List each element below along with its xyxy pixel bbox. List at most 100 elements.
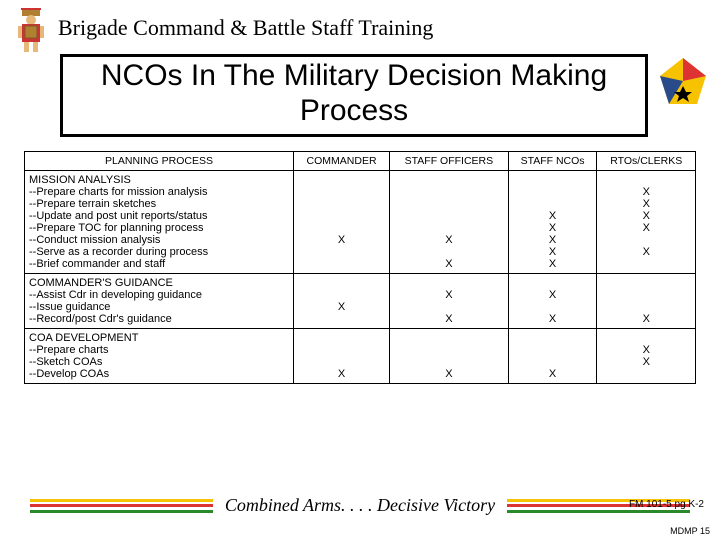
- table-row: COMMANDER'S GUIDANCE--Assist Cdr in deve…: [25, 274, 696, 329]
- section-title: COMMANDER'S GUIDANCE: [29, 277, 289, 289]
- mark-value: [394, 356, 504, 368]
- mark-spacer: [601, 174, 691, 186]
- mark-value: X: [298, 234, 385, 246]
- mark-cell: X: [508, 329, 597, 384]
- footer-band: Combined Arms. . . . Decisive Victory: [30, 495, 690, 516]
- page-number: MDMP 15: [670, 526, 710, 536]
- mark-value: X: [513, 222, 593, 234]
- section-line: --Serve as a recorder during process: [29, 246, 289, 258]
- mark-value: [394, 186, 504, 198]
- unit-crest-icon: [658, 56, 708, 106]
- mark-spacer: [298, 332, 385, 344]
- mark-value: X: [601, 246, 691, 258]
- section-line: --Issue guidance: [29, 301, 289, 313]
- mark-cell: XXXX X: [597, 171, 696, 274]
- mark-value: [298, 198, 385, 210]
- mark-value: X: [601, 356, 691, 368]
- mark-value: X: [601, 198, 691, 210]
- mark-value: X: [601, 222, 691, 234]
- mark-value: [394, 198, 504, 210]
- mark-cell: X: [294, 274, 390, 329]
- footer-motto: Combined Arms. . . . Decisive Victory: [213, 495, 507, 516]
- mark-spacer: [601, 277, 691, 289]
- section-line: --Conduct mission analysis: [29, 234, 289, 246]
- mark-spacer: [513, 174, 593, 186]
- mark-value: [394, 301, 504, 313]
- mark-value: [601, 234, 691, 246]
- mark-value: [513, 301, 593, 313]
- mark-spacer: [513, 332, 593, 344]
- section-title: COA DEVELOPMENT: [29, 332, 289, 344]
- mark-value: [513, 186, 593, 198]
- mark-spacer: [298, 174, 385, 186]
- soldier-icon: [10, 4, 52, 52]
- mark-value: [298, 356, 385, 368]
- mark-cell: X X: [508, 274, 597, 329]
- mark-value: [298, 344, 385, 356]
- mark-value: [394, 210, 504, 222]
- mark-value: [298, 258, 385, 270]
- mark-value: X: [298, 368, 385, 380]
- mark-cell: X: [597, 274, 696, 329]
- mark-value: [298, 186, 385, 198]
- section-line: --Prepare charts: [29, 344, 289, 356]
- mark-value: X: [513, 234, 593, 246]
- mark-value: X: [601, 313, 691, 325]
- mark-spacer: [394, 332, 504, 344]
- mark-value: [394, 344, 504, 356]
- section-line: --Update and post unit reports/status: [29, 210, 289, 222]
- table-col-header: RTOs/CLERKS: [597, 152, 696, 171]
- mark-value: [394, 222, 504, 234]
- mark-cell: XXXXX: [508, 171, 597, 274]
- mark-value: X: [394, 289, 504, 301]
- section-line: --Prepare terrain sketches: [29, 198, 289, 210]
- planning-cell: COMMANDER'S GUIDANCE--Assist Cdr in deve…: [25, 274, 294, 329]
- mark-value: X: [298, 301, 385, 313]
- mark-value: X: [513, 258, 593, 270]
- table-col-header: PLANNING PROCESS: [25, 152, 294, 171]
- section-line: --Sketch COAs: [29, 356, 289, 368]
- planning-table: PLANNING PROCESSCOMMANDERSTAFF OFFICERSS…: [24, 151, 696, 384]
- mark-value: X: [513, 246, 593, 258]
- mark-cell: X X: [390, 171, 509, 274]
- mark-value: X: [394, 234, 504, 246]
- mark-cell: X: [294, 329, 390, 384]
- slide-title-box: NCOs In The Military Decision Making Pro…: [60, 54, 648, 137]
- stripes-left: [30, 499, 213, 513]
- mark-value: X: [601, 186, 691, 198]
- section-line: --Develop COAs: [29, 368, 289, 380]
- mark-value: [601, 368, 691, 380]
- table-col-header: STAFF OFFICERS: [390, 152, 509, 171]
- mark-value: [601, 289, 691, 301]
- section-title: MISSION ANALYSIS: [29, 174, 289, 186]
- table-col-header: STAFF NCOs: [508, 152, 597, 171]
- mark-value: [513, 198, 593, 210]
- mark-value: [298, 210, 385, 222]
- mark-cell: X: [390, 329, 509, 384]
- table-row: MISSION ANALYSIS--Prepare charts for mis…: [25, 171, 696, 274]
- mark-value: X: [601, 210, 691, 222]
- mark-value: X: [513, 313, 593, 325]
- mark-value: [298, 289, 385, 301]
- mark-cell: X: [294, 171, 390, 274]
- mark-value: X: [513, 289, 593, 301]
- mark-cell: XX: [597, 329, 696, 384]
- table-row: COA DEVELOPMENT--Prepare charts--Sketch …: [25, 329, 696, 384]
- section-line: --Record/post Cdr's guidance: [29, 313, 289, 325]
- mark-value: X: [513, 368, 593, 380]
- section-line: --Prepare charts for mission analysis: [29, 186, 289, 198]
- mark-spacer: [394, 174, 504, 186]
- mark-value: X: [394, 368, 504, 380]
- mark-spacer: [601, 332, 691, 344]
- section-line: --Prepare TOC for planning process: [29, 222, 289, 234]
- section-line: --Brief commander and staff: [29, 258, 289, 270]
- mark-value: X: [394, 258, 504, 270]
- mark-value: [394, 246, 504, 258]
- mark-value: [513, 344, 593, 356]
- mark-value: [298, 222, 385, 234]
- mark-value: X: [513, 210, 593, 222]
- mark-value: [298, 246, 385, 258]
- mark-value: [513, 356, 593, 368]
- mark-value: [298, 313, 385, 325]
- section-line: --Assist Cdr in developing guidance: [29, 289, 289, 301]
